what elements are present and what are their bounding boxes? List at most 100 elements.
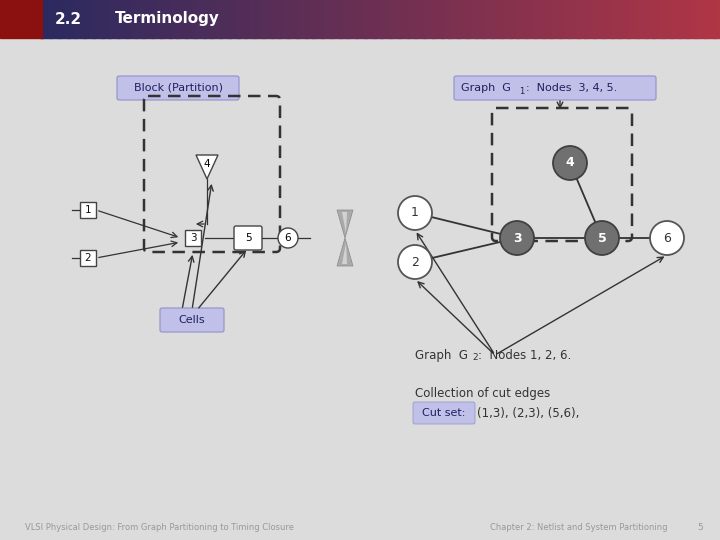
- Bar: [418, 0, 421, 38]
- Bar: [643, 0, 646, 38]
- Bar: [647, 0, 650, 38]
- Bar: [298, 0, 301, 38]
- Bar: [462, 0, 464, 38]
- Bar: [552, 0, 555, 38]
- Text: 6: 6: [663, 232, 671, 245]
- Text: 2: 2: [85, 253, 91, 263]
- Bar: [623, 0, 625, 38]
- Bar: [398, 0, 401, 38]
- Bar: [80, 202, 96, 218]
- Bar: [373, 0, 376, 38]
- Bar: [500, 0, 503, 38]
- Bar: [577, 0, 580, 38]
- Bar: [130, 0, 133, 38]
- Polygon shape: [342, 212, 347, 233]
- Bar: [78, 0, 81, 38]
- Bar: [251, 0, 253, 38]
- Bar: [189, 0, 192, 38]
- Bar: [380, 0, 383, 38]
- Bar: [530, 0, 532, 38]
- Bar: [645, 0, 648, 38]
- Bar: [51, 0, 54, 38]
- Bar: [167, 0, 170, 38]
- Bar: [681, 0, 684, 38]
- Bar: [487, 0, 490, 38]
- Bar: [450, 0, 453, 38]
- Bar: [634, 0, 636, 38]
- Bar: [102, 0, 104, 38]
- Bar: [248, 0, 251, 38]
- Text: 2.2: 2.2: [55, 11, 82, 26]
- Bar: [564, 0, 567, 38]
- Bar: [203, 0, 206, 38]
- Bar: [446, 0, 449, 38]
- Bar: [208, 0, 210, 38]
- Bar: [310, 0, 312, 38]
- Text: 3: 3: [189, 233, 197, 243]
- Bar: [473, 0, 476, 38]
- Bar: [80, 250, 96, 266]
- Bar: [262, 0, 265, 38]
- Bar: [330, 0, 333, 38]
- Bar: [649, 0, 652, 38]
- Bar: [355, 0, 358, 38]
- Bar: [548, 0, 551, 38]
- Bar: [663, 0, 666, 38]
- Bar: [233, 0, 235, 38]
- Bar: [714, 0, 716, 38]
- Bar: [230, 0, 233, 38]
- Bar: [56, 0, 58, 38]
- Bar: [258, 0, 261, 38]
- Bar: [348, 0, 351, 38]
- Bar: [464, 0, 467, 38]
- Bar: [439, 0, 441, 38]
- FancyBboxPatch shape: [413, 402, 475, 424]
- Bar: [353, 0, 356, 38]
- Bar: [378, 0, 380, 38]
- Bar: [58, 0, 61, 38]
- Bar: [539, 0, 541, 38]
- Bar: [319, 0, 322, 38]
- Bar: [205, 0, 208, 38]
- Bar: [183, 0, 186, 38]
- Bar: [466, 0, 469, 38]
- Bar: [382, 0, 385, 38]
- Bar: [511, 0, 514, 38]
- Bar: [580, 0, 582, 38]
- Bar: [185, 230, 201, 246]
- Text: 2: 2: [472, 354, 477, 362]
- Bar: [47, 0, 50, 38]
- Bar: [92, 0, 95, 38]
- Bar: [210, 0, 213, 38]
- Bar: [217, 0, 220, 38]
- Bar: [285, 0, 287, 38]
- Bar: [631, 0, 634, 38]
- Bar: [670, 0, 673, 38]
- Bar: [117, 0, 120, 38]
- Bar: [67, 0, 70, 38]
- Text: 5: 5: [598, 232, 606, 245]
- Bar: [607, 0, 609, 38]
- Bar: [226, 0, 229, 38]
- Bar: [65, 0, 68, 38]
- Bar: [158, 0, 161, 38]
- Bar: [49, 0, 52, 38]
- Bar: [187, 0, 190, 38]
- Bar: [485, 0, 487, 38]
- Bar: [665, 0, 668, 38]
- Bar: [122, 0, 125, 38]
- Bar: [317, 0, 319, 38]
- Bar: [104, 0, 107, 38]
- Bar: [323, 0, 326, 38]
- Bar: [269, 0, 271, 38]
- Bar: [652, 0, 654, 38]
- Bar: [351, 0, 354, 38]
- Bar: [197, 0, 199, 38]
- Circle shape: [650, 221, 684, 255]
- Bar: [307, 0, 310, 38]
- Bar: [684, 0, 686, 38]
- Bar: [72, 0, 74, 38]
- Bar: [339, 0, 342, 38]
- Text: :  Nodes  3, 4, 5.: : Nodes 3, 4, 5.: [526, 83, 617, 93]
- Bar: [572, 0, 575, 38]
